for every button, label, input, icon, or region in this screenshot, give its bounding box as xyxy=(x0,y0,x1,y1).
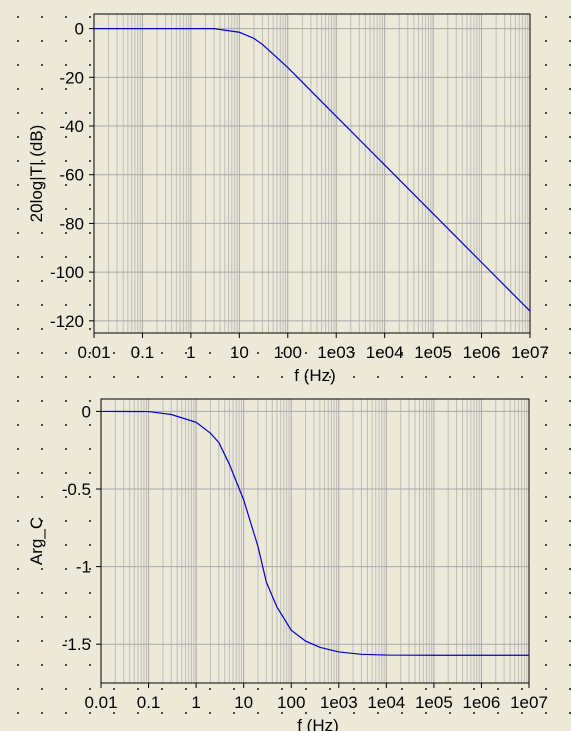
y-tick-label: -60 xyxy=(59,166,84,185)
plot-area xyxy=(94,14,530,333)
x-tick-label: 1e05 xyxy=(415,693,453,712)
y-tick-label: -100 xyxy=(50,263,84,282)
x-axis-label: f (Hz) xyxy=(294,366,336,385)
y-tick-label: 0 xyxy=(82,402,91,421)
x-tick-label: 0.01 xyxy=(77,343,110,362)
plot-area xyxy=(101,399,529,683)
x-axis-label: f (Hz) xyxy=(297,716,339,731)
phase-chart: 0 -0.5 -1 -1.5 0.01 0.1 1 10 100 1e03 1e04 1e05 1e06… xyxy=(27,398,548,731)
y-tick-label: -1.5 xyxy=(62,635,91,654)
x-tick-label: 100 xyxy=(277,693,305,712)
x-tick-label: 100 xyxy=(274,343,302,362)
y-tick-label: -40 xyxy=(59,117,84,136)
x-tick-label: 1e04 xyxy=(367,693,405,712)
x-tick-label: 1e06 xyxy=(463,343,501,362)
x-tick-label: 1e04 xyxy=(366,343,404,362)
x-tick-label: 1 xyxy=(186,343,195,362)
series-line xyxy=(94,28,531,312)
x-tick-label: 1 xyxy=(191,693,200,712)
magnitude-chart: 0 -20 -40 -60 -80 -100 -120 0.01 0.1 1 10 100 1e03 1e… xyxy=(27,13,549,385)
x-tick-label: 1e03 xyxy=(320,693,358,712)
y-tick-label: -80 xyxy=(59,214,84,233)
x-tick-label: 10 xyxy=(234,693,253,712)
y-tick-label: -120 xyxy=(50,312,84,331)
grid xyxy=(100,399,529,683)
grid xyxy=(93,14,530,333)
x-tick-label: 10 xyxy=(230,343,249,362)
x-tick-label: 0.1 xyxy=(131,343,155,362)
x-tick-label: 1e06 xyxy=(463,693,501,712)
x-tick-label: 0.01 xyxy=(84,693,117,712)
y-tick-label: -20 xyxy=(59,68,84,87)
x-tick-label: 1e03 xyxy=(317,343,355,362)
y-tick-label: -1 xyxy=(76,558,91,577)
x-tick-label: 1e05 xyxy=(414,343,452,362)
series-line xyxy=(100,410,529,656)
y-axis-label: Arg_C xyxy=(27,517,46,565)
x-tick-label: 1e07 xyxy=(511,343,549,362)
y-axis-label: 20log|T| (dB) xyxy=(27,125,46,223)
plot-frame xyxy=(100,398,530,684)
y-tick-label: 0 xyxy=(75,20,84,39)
y-tick-label: -0.5 xyxy=(62,480,91,499)
x-tick-label: 0.1 xyxy=(137,693,161,712)
x-tick-label: 1e07 xyxy=(510,693,548,712)
plot-frame xyxy=(93,13,531,334)
